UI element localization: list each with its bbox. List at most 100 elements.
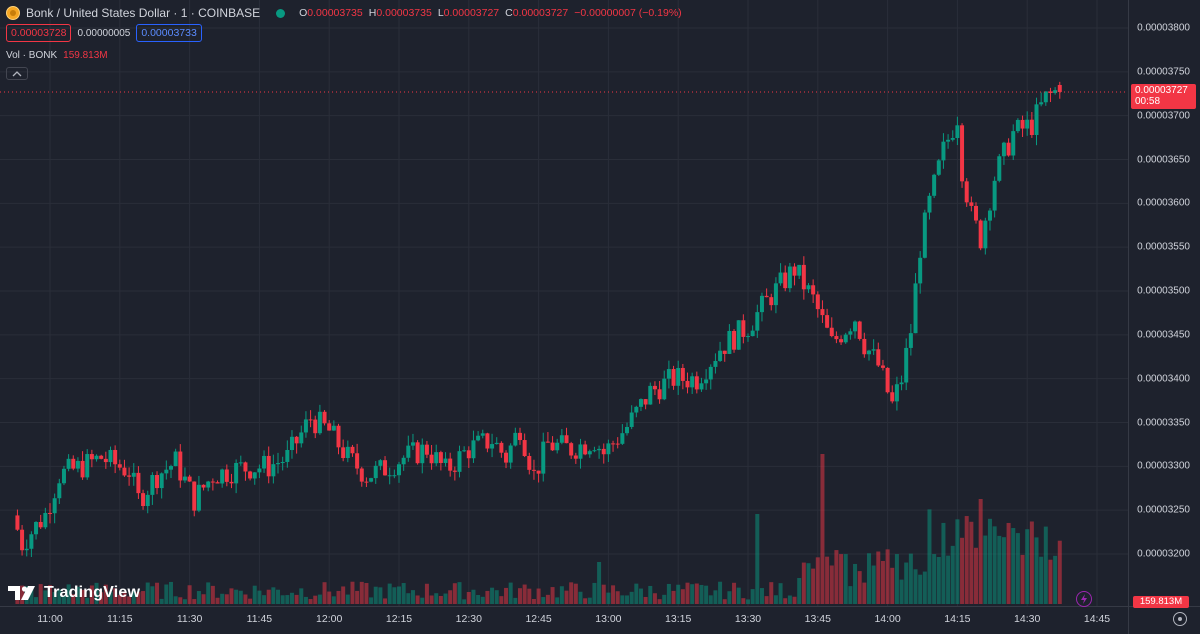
time-axis-label: 14:00	[874, 613, 901, 625]
volume-bar	[904, 562, 909, 604]
candle-body	[606, 443, 611, 455]
candle-body	[736, 320, 741, 350]
candle-body	[499, 442, 504, 453]
candle-body	[713, 360, 718, 367]
candle-body	[266, 455, 271, 477]
time-axis-label: 14:45	[1083, 613, 1111, 625]
volume-bar	[355, 590, 360, 604]
volume-bar	[718, 581, 723, 604]
volume-bar	[317, 594, 322, 604]
candle-body	[992, 180, 997, 211]
candle-body	[383, 460, 388, 476]
volume-bar	[778, 583, 783, 604]
candle-body	[643, 399, 648, 405]
candle-body	[950, 137, 955, 140]
volume-bar	[331, 596, 336, 604]
candle-body	[108, 449, 113, 463]
candle-body	[592, 450, 597, 452]
candle-body	[522, 440, 527, 457]
volume-bar	[80, 589, 85, 604]
volume-bar	[159, 598, 164, 604]
volume-bar	[783, 598, 788, 604]
volume-bar	[722, 599, 727, 604]
volume-bar	[848, 586, 853, 604]
volume-bar	[155, 582, 160, 604]
candle-body	[494, 442, 499, 445]
volume-bar	[257, 590, 262, 604]
volume-bar	[499, 596, 504, 604]
volume-bar	[103, 584, 108, 604]
candle-body	[52, 498, 57, 514]
candle-body	[764, 295, 769, 298]
volume-bar	[466, 591, 471, 604]
candle-body	[541, 441, 546, 474]
volume-bar	[955, 519, 960, 604]
volume-bar	[555, 597, 560, 604]
candle-body	[99, 455, 104, 459]
buy-button[interactable]: 0.00003733	[136, 24, 202, 42]
symbol-title[interactable]: Bonk / United States Dollar · 1 · COINBA…	[26, 6, 261, 20]
candle-body	[378, 460, 383, 466]
volume-bar	[750, 589, 755, 604]
candle-body	[555, 442, 560, 451]
volume-bar	[1001, 537, 1006, 604]
candle-body	[857, 321, 862, 339]
volume-bar	[736, 587, 741, 604]
settings-button[interactable]	[1173, 612, 1187, 626]
candle-body	[936, 160, 941, 175]
candle-body	[517, 432, 522, 441]
candle-body	[1039, 102, 1044, 105]
settings-icon	[1178, 617, 1182, 621]
candle-body	[369, 478, 374, 482]
candle-body	[178, 451, 183, 481]
volume-bar	[615, 591, 620, 604]
candle-body	[141, 493, 146, 507]
volume-bar	[1057, 540, 1062, 604]
candle-body	[559, 435, 564, 443]
candle-body	[848, 331, 853, 335]
candle-body	[201, 484, 206, 488]
volume-legend-label[interactable]: Vol · BONK	[6, 50, 58, 61]
candle-body	[15, 515, 20, 530]
time-axis-label: 14:15	[944, 613, 971, 625]
volume-bar	[150, 586, 155, 604]
candle-body	[611, 443, 616, 445]
volume-bar	[229, 588, 234, 604]
candle-body	[955, 125, 960, 138]
volume-bar	[1034, 537, 1039, 604]
volume-bar	[424, 583, 429, 604]
volume-bar	[517, 588, 522, 604]
candle-body	[61, 468, 66, 484]
volume-bar	[1043, 526, 1048, 604]
candle-body	[843, 334, 848, 343]
tradingview-logo[interactable]: TradingView	[8, 583, 140, 603]
volume-bar	[276, 589, 281, 604]
candle-body	[29, 534, 34, 549]
candle-body	[866, 350, 871, 355]
volume-bar	[601, 584, 606, 604]
candle-body	[676, 367, 681, 386]
volume-bar	[52, 591, 57, 604]
collapse-legend-button[interactable]	[6, 67, 28, 80]
symbol-legend: Bonk / United States Dollar · 1 · COINBA…	[6, 4, 682, 22]
candle-body	[127, 475, 132, 477]
candle-body	[629, 412, 634, 427]
candle-body	[918, 257, 923, 284]
volume-bar	[462, 599, 467, 604]
volume-bar	[75, 586, 80, 604]
candle-body	[755, 312, 760, 331]
volume-bar	[592, 582, 597, 604]
price-axis-label: 0.00003450	[1137, 329, 1190, 341]
volume-bar	[1006, 522, 1011, 604]
volume-bar	[1015, 533, 1020, 604]
candle-body	[806, 285, 811, 290]
sell-button[interactable]: 0.00003728	[6, 24, 72, 42]
volume-bar	[946, 555, 951, 604]
volume-bar	[122, 591, 127, 604]
lightning-button[interactable]	[1076, 591, 1092, 607]
candle-body	[671, 369, 676, 386]
volume-bar	[671, 590, 676, 604]
volume-bar	[1020, 554, 1025, 604]
candle-body	[471, 440, 476, 459]
